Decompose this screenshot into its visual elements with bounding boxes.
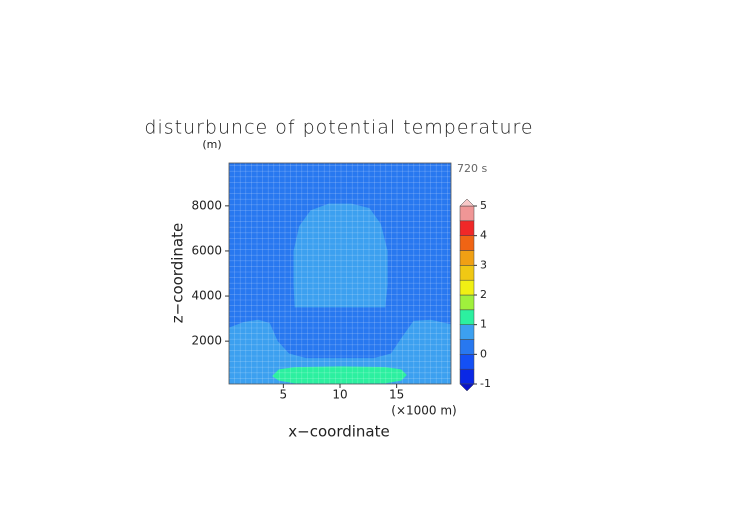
x-tick-label: 5: [280, 388, 288, 402]
colorbar-segment: [459, 235, 475, 251]
colorbar-segment: [459, 324, 475, 340]
colorbar-tick-label: 1: [480, 318, 487, 331]
colorbar-tick-label: 3: [480, 258, 487, 271]
x-tick-label: 10: [332, 388, 347, 402]
colorbar-segment: [459, 354, 475, 370]
chart-title: disturbunce of potential temperature: [144, 117, 533, 139]
annotation: 720 s: [457, 162, 487, 175]
colorbar-segment: [459, 309, 475, 325]
colorbar-segment: [459, 205, 475, 222]
colorbar-segment: [459, 220, 475, 236]
colorbar-segment: [459, 250, 475, 266]
contour-region: [272, 366, 407, 384]
colorbar-segment: [459, 265, 475, 281]
colorbar-tick-label: 2: [480, 288, 487, 301]
contour-region: [229, 319, 451, 384]
y-unit: (m): [202, 138, 221, 151]
colorbar-segment: [459, 368, 475, 385]
colorbar-segment: [459, 294, 475, 311]
y-tick-label: 4000: [191, 289, 222, 303]
y-axis-label: z−coordinate: [169, 223, 187, 323]
colorbar-tick-label: 5: [480, 199, 487, 212]
x-tick-label: 15: [389, 388, 404, 402]
x-axis-label: x−coordinate: [288, 423, 389, 441]
y-tick-label: 8000: [191, 198, 222, 212]
colorbar-under: [459, 383, 475, 392]
x-unit: (×1000 m): [391, 404, 456, 418]
colorbar-tick-label: 4: [480, 229, 487, 242]
y-tick-label: 2000: [191, 334, 222, 348]
colorbar-tick-label: -1: [480, 377, 491, 390]
contour-region: [293, 203, 388, 308]
colorbar-segment: [459, 279, 475, 296]
colorbar-over: [459, 198, 475, 207]
colorbar-segment: [459, 339, 475, 355]
colorbar-tick-label: 0: [480, 347, 487, 360]
y-tick-label: 6000: [191, 243, 222, 257]
